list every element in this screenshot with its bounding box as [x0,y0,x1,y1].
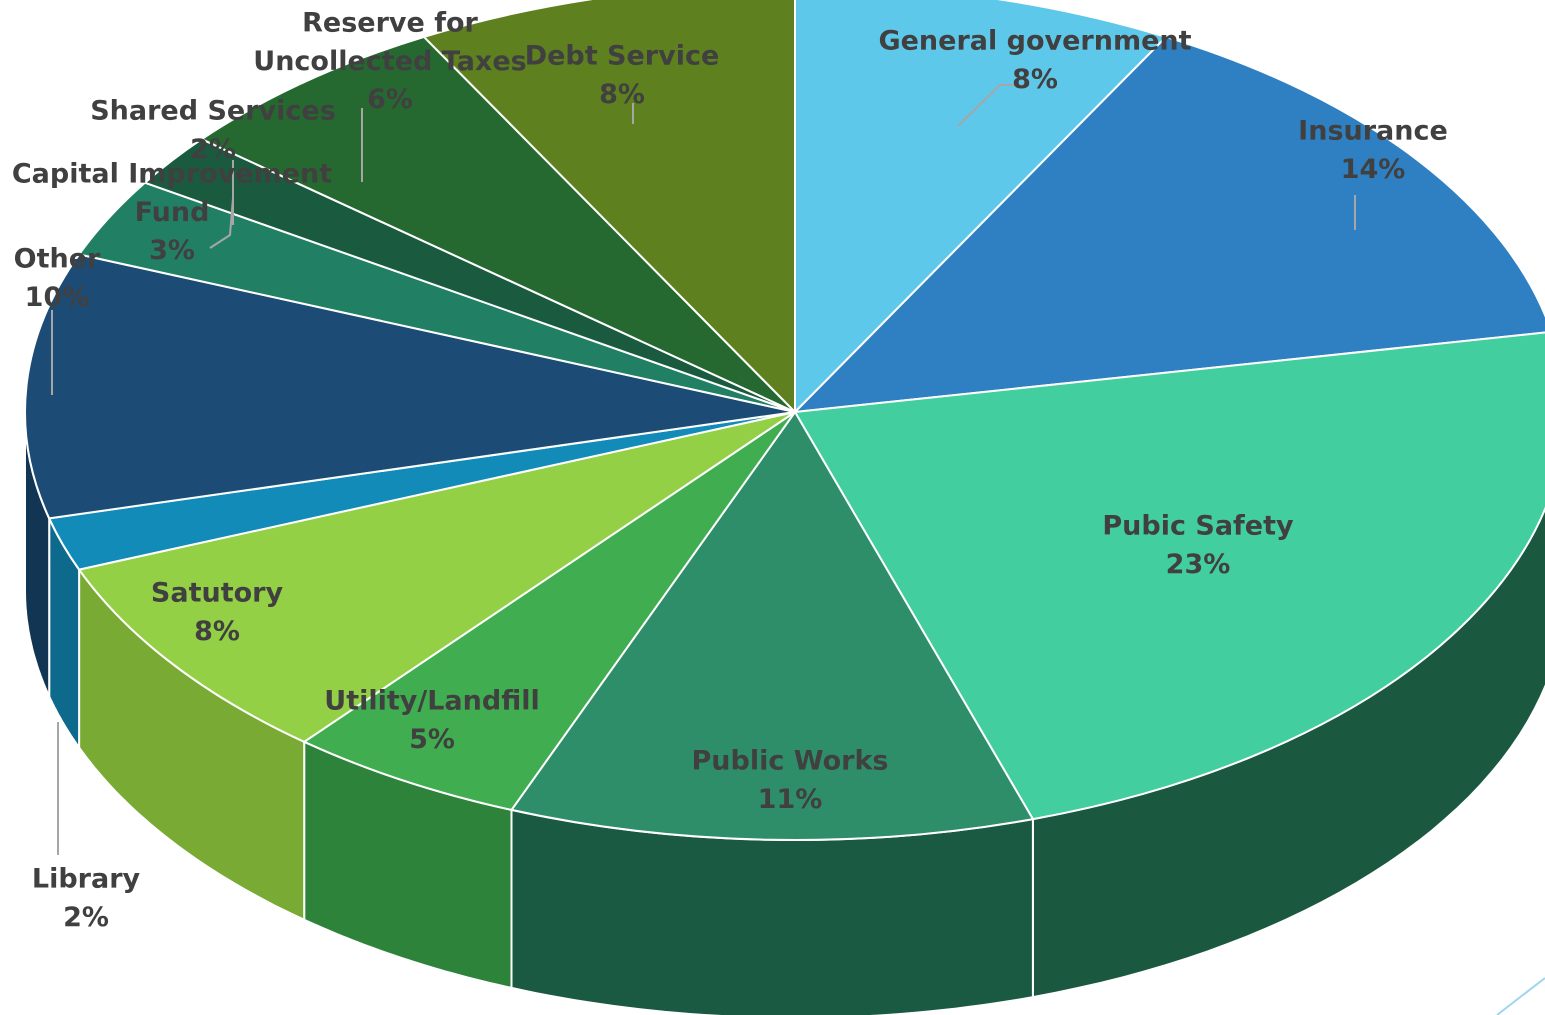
corner-accent-line [1497,978,1545,1015]
label-library: Library 2% [32,863,141,932]
